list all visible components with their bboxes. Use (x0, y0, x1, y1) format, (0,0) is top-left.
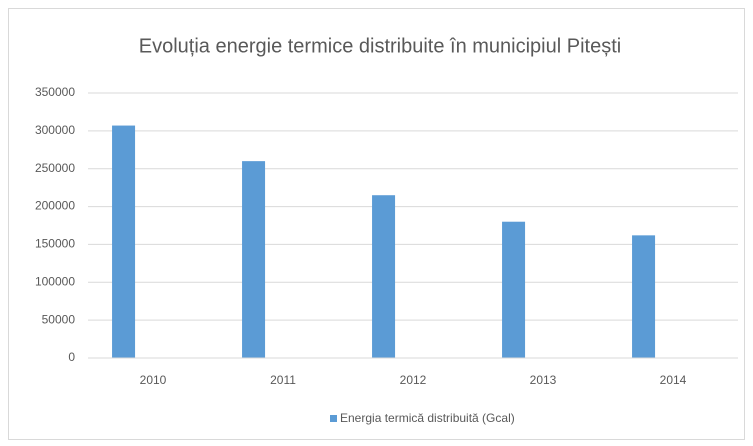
y-tick-label: 150000 (35, 237, 75, 251)
y-tick-label: 50000 (42, 312, 76, 326)
y-tick-label: 100000 (35, 274, 75, 288)
bar (632, 235, 656, 358)
x-tick-label: 2011 (270, 373, 296, 387)
bar (112, 125, 136, 358)
y-tick-label: 300000 (35, 123, 75, 137)
x-tick-label: 2013 (530, 373, 557, 387)
y-tick-label: 200000 (35, 199, 75, 213)
bar (242, 161, 266, 358)
y-tick-label: 250000 (35, 161, 75, 175)
y-tick-label: 0 (68, 350, 75, 364)
legend-swatch (330, 415, 337, 422)
y-tick-label: 350000 (35, 85, 75, 99)
bar (372, 195, 396, 358)
legend-label: Energia termică distribuită (Gcal) (340, 411, 515, 425)
x-tick-label: 2010 (140, 373, 167, 387)
chart-title: Evoluția energie termice distribuite în … (139, 35, 621, 57)
x-tick-label: 2014 (660, 373, 687, 387)
x-tick-label: 2012 (400, 373, 427, 387)
bar (502, 221, 526, 358)
